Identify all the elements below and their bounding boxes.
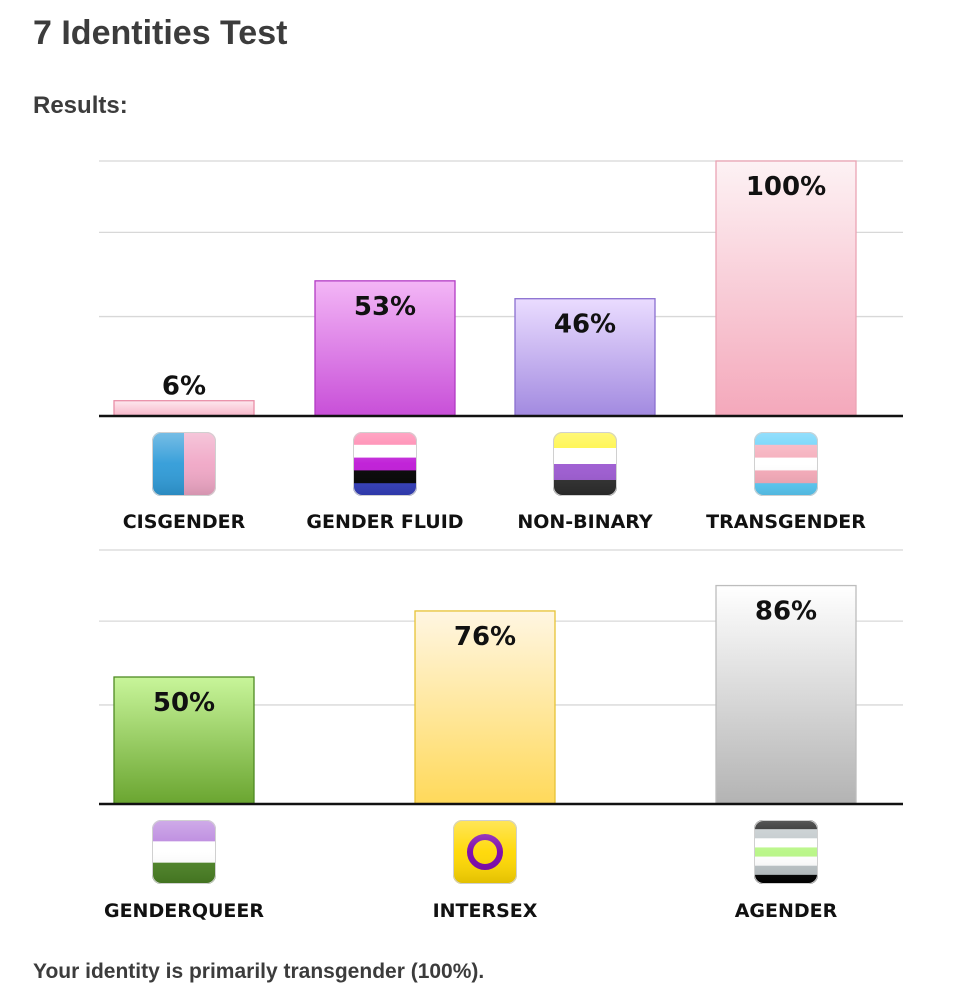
category-label: INTERSEX bbox=[433, 900, 538, 922]
category-label: CISGENDER bbox=[123, 511, 246, 533]
category-label: AGENDER bbox=[735, 900, 838, 922]
value-label: 53% bbox=[354, 292, 416, 322]
results-label: Results: bbox=[33, 92, 128, 119]
genderfluid-flag-icon bbox=[353, 432, 417, 496]
value-label: 6% bbox=[162, 372, 206, 402]
value-label: 76% bbox=[454, 622, 516, 652]
value-label: 86% bbox=[755, 597, 817, 627]
category-label: GENDERQUEER bbox=[104, 900, 264, 922]
value-label: 50% bbox=[153, 688, 215, 718]
bar-gender-fluid bbox=[314, 280, 456, 417]
cisgender-flag-icon bbox=[152, 432, 216, 496]
intersex-flag-icon bbox=[453, 820, 517, 884]
value-label: 100% bbox=[746, 172, 826, 202]
page-title: 7 Identities Test bbox=[33, 14, 288, 52]
genderqueer-flag-icon bbox=[152, 820, 216, 884]
bar-non-binary bbox=[514, 298, 656, 417]
transgender-flag-icon bbox=[754, 432, 818, 496]
nonbinary-flag-icon bbox=[553, 432, 617, 496]
result-summary: Your identity is primarily transgender (… bbox=[33, 960, 485, 983]
category-label: TRANSGENDER bbox=[706, 511, 866, 533]
bar-genderqueer bbox=[113, 676, 255, 805]
category-label: NON-BINARY bbox=[517, 511, 653, 533]
bar-intersex bbox=[414, 610, 556, 805]
agender-flag-icon bbox=[754, 820, 818, 884]
bar-transgender bbox=[715, 160, 857, 417]
value-label: 46% bbox=[554, 310, 616, 340]
identity-chart-top: 6% CISGENDER 53% GENDER FLUID 46% NON-BINARY 1… bbox=[99, 160, 903, 533]
category-label: GENDER FLUID bbox=[306, 511, 463, 533]
